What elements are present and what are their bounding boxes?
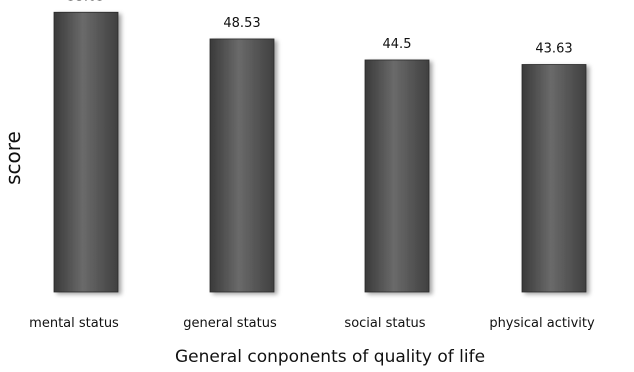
x-tick-label-mental-status: mental status [29,316,119,331]
bar-mental-status [53,11,119,293]
x-tick-labels-group: mental status general status social status… [29,316,595,331]
bar-physical-activity [521,64,587,293]
x-axis-title: General conponents of quality of life [175,347,485,367]
value-label-mental-status: 53.65 [67,0,104,4]
bar-general-status [209,38,275,293]
value-label-general-status: 48.53 [223,16,260,31]
x-tick-label-general-status: general status [183,316,277,331]
y-axis-title: score [1,131,25,185]
value-label-social-status: 44.5 [383,37,412,52]
bar-social-status [364,59,430,293]
bars-group [53,11,587,293]
value-label-physical-activity: 43.63 [535,42,572,57]
value-labels-group: 53.65 48.53 44.5 43.63 [67,0,572,57]
x-tick-label-physical-activity: physical activity [489,316,595,331]
x-tick-label-social-status: social status [344,316,425,331]
